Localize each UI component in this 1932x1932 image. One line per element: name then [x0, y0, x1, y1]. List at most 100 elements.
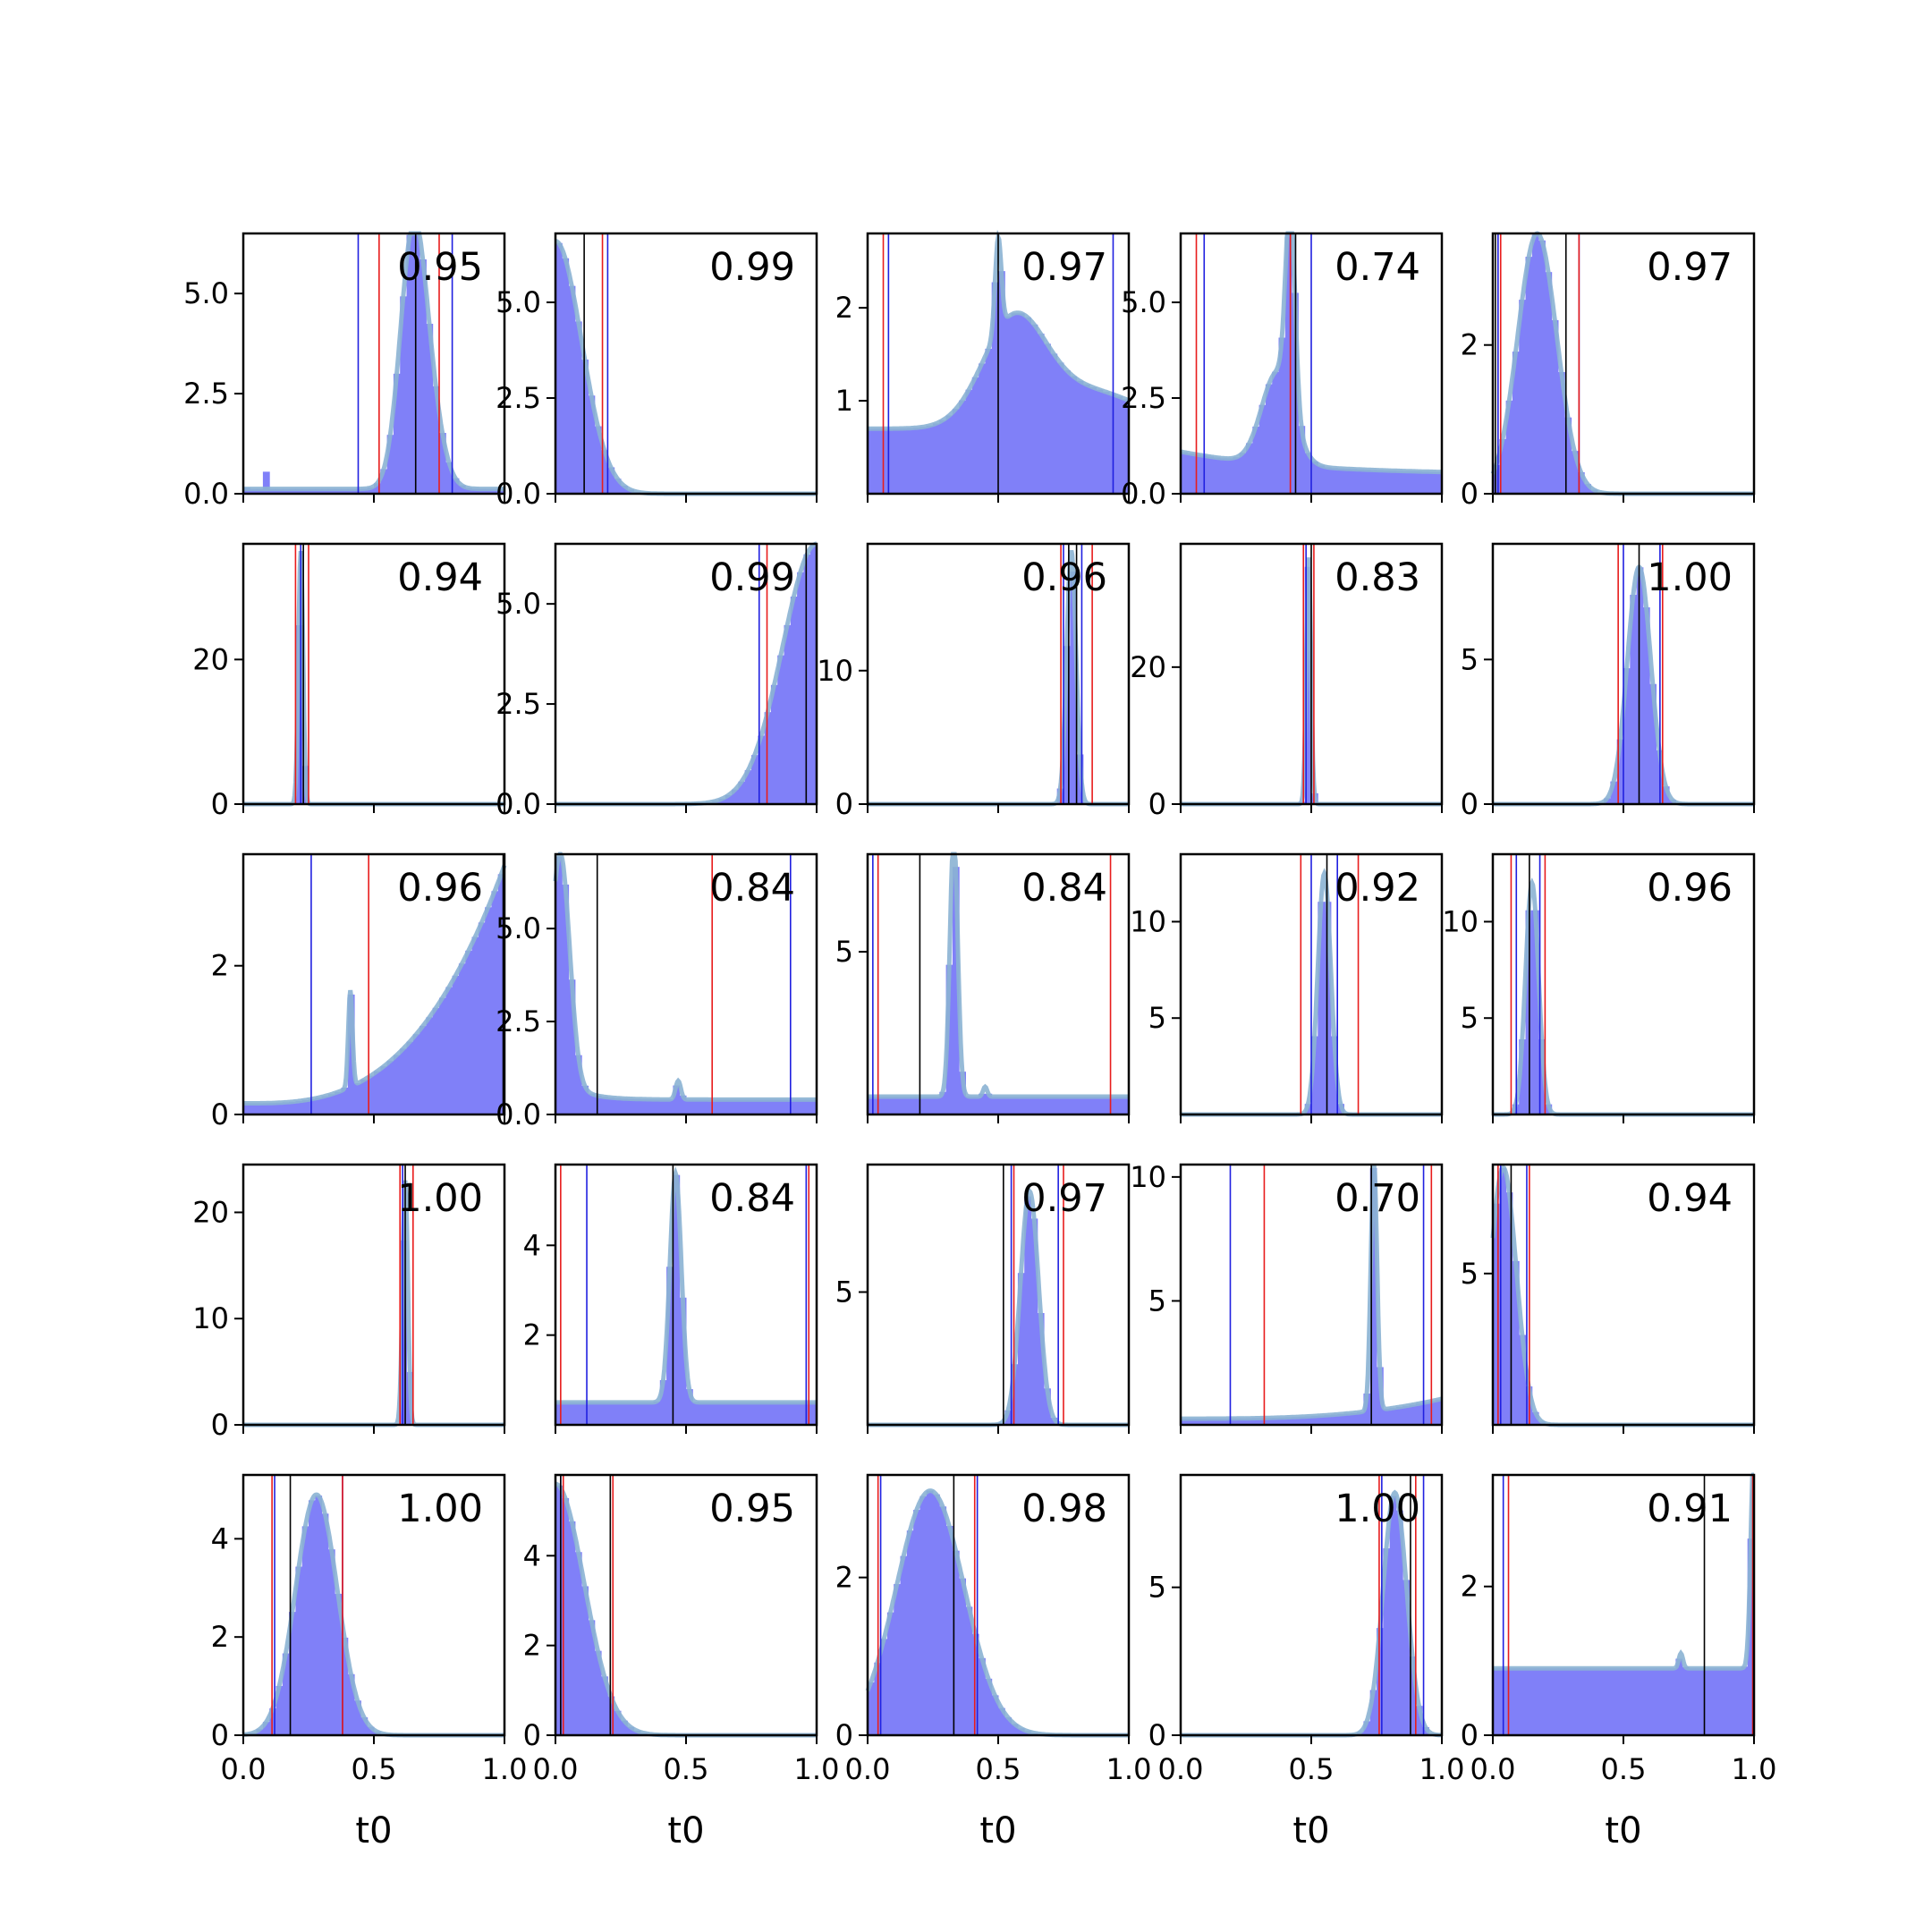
histogram-bar: [1519, 1335, 1526, 1425]
histogram-bar: [777, 1099, 784, 1114]
y-tick-label: 5: [1461, 1257, 1479, 1291]
histogram-bar: [1324, 902, 1332, 1114]
histogram-bar: [574, 1055, 582, 1114]
histogram-bar: [1701, 1668, 1709, 1735]
histogram-bar: [1324, 467, 1332, 494]
histogram-bar: [913, 1510, 920, 1735]
histogram-bar: [751, 1402, 758, 1425]
histogram-bar: [880, 428, 888, 494]
histogram-bar: [979, 1093, 986, 1114]
x-tick-label: 1.0: [482, 1752, 528, 1786]
histogram-bar: [1284, 1417, 1292, 1425]
histogram-bar: [1616, 1668, 1624, 1735]
histogram-bar: [1545, 1668, 1553, 1735]
y-tick-label: 5: [1148, 1001, 1166, 1035]
panel-annotation: 0.97: [1647, 245, 1733, 290]
histogram-bar: [913, 428, 920, 494]
histogram-bar: [1252, 426, 1260, 494]
histogram-bar: [1642, 607, 1650, 804]
histogram-bar: [1493, 464, 1500, 494]
histogram-bar: [412, 1034, 420, 1114]
histogram-bar: [289, 1612, 296, 1735]
histogram-bar: [809, 1402, 818, 1425]
panel-annotation: 0.96: [397, 866, 483, 911]
histogram-bar: [594, 1402, 602, 1425]
histogram-bar: [945, 415, 953, 494]
histogram-bar: [1395, 1510, 1403, 1735]
histogram-bar: [640, 1098, 648, 1114]
histogram-bar: [360, 488, 369, 494]
histogram-bar: [724, 1402, 733, 1425]
x-axis-label: t0: [979, 1810, 1016, 1852]
histogram-bar: [250, 1103, 258, 1114]
histogram-bar: [991, 282, 999, 494]
y-tick-label: 5: [1461, 1001, 1479, 1035]
histogram-bar: [1011, 313, 1019, 494]
histogram-bar: [724, 794, 733, 804]
histogram-bar: [1311, 1036, 1318, 1114]
y-tick-label: 0: [211, 1097, 229, 1131]
histogram-bar: [1089, 1096, 1097, 1114]
histogram-bar: [621, 485, 628, 494]
histogram-bar: [894, 428, 901, 494]
histogram-bar: [621, 1720, 628, 1735]
y-tick-label: 0: [835, 787, 853, 821]
histogram-bar: [1304, 453, 1312, 494]
histogram-bar: [1551, 1668, 1559, 1735]
histogram-bar: [1337, 1413, 1344, 1425]
histogram-bar: [275, 1102, 284, 1114]
histogram-bar: [555, 856, 563, 1114]
histogram-bar: [939, 1091, 947, 1114]
histogram-bar: [1377, 1628, 1384, 1735]
histogram-bar: [1395, 1407, 1403, 1425]
histogram-bar: [1063, 646, 1071, 804]
histogram-bar: [1304, 566, 1312, 804]
histogram-bar: [452, 478, 460, 494]
y-tick-label: 10: [1130, 904, 1166, 938]
histogram-bar: [445, 987, 453, 1114]
subplot-18: 50.97: [835, 1163, 1131, 1434]
subplot-21: 0 2 4 0.0 0.5 1.0 t0 1.00: [211, 1473, 528, 1852]
histogram-bar: [880, 1096, 888, 1114]
histogram-bar: [1017, 1096, 1025, 1114]
y-tick-label: 10: [1442, 904, 1479, 938]
histogram-bar: [1024, 317, 1031, 494]
subplot-19: 5 10 0.70: [1130, 1160, 1444, 1434]
histogram-bar: [262, 1103, 270, 1114]
histogram-bar: [886, 428, 894, 494]
histogram-bar: [1343, 1413, 1352, 1425]
histogram-bar: [614, 479, 622, 494]
histogram-bar: [367, 487, 375, 494]
histogram-bar: [952, 409, 960, 494]
histogram-bar: [341, 1087, 349, 1114]
histogram-bar: [1577, 1668, 1585, 1735]
histogram-bar: [458, 485, 466, 494]
histogram-bar: [588, 1402, 596, 1425]
histogram-bar: [627, 1726, 635, 1735]
histogram-bar: [478, 488, 486, 494]
x-tick-label: 0.0: [845, 1752, 891, 1786]
y-tick-label: 2: [1461, 1570, 1479, 1604]
histogram-bar: [1096, 1096, 1104, 1114]
histogram-bar: [699, 1099, 707, 1114]
histogram-bar: [653, 1401, 661, 1425]
histogram-bar: [1233, 1418, 1241, 1425]
histogram-bar: [718, 799, 726, 804]
histogram-bar: [555, 1402, 563, 1425]
y-tick-label: 0: [1148, 787, 1166, 821]
histogram-bar: [262, 1722, 270, 1735]
histogram-bar: [1050, 1096, 1058, 1114]
histogram-bar: [386, 1061, 394, 1114]
y-tick-label: 0.0: [496, 477, 541, 511]
histogram-bar: [1181, 452, 1188, 494]
histogram-bar: [301, 1526, 309, 1735]
histogram-bar: [354, 1700, 361, 1735]
histogram-bar: [926, 1096, 934, 1114]
histogram-bar: [588, 1620, 596, 1735]
histogram-bar: [732, 1099, 739, 1114]
histogram-bar: [1284, 233, 1292, 494]
histogram-bar: [1213, 457, 1221, 494]
subplot-25: 0 2 0.0 0.5 1.0 t0 0.91: [1461, 1472, 1776, 1852]
histogram-bar: [1584, 484, 1591, 494]
histogram-bar: [594, 1096, 602, 1114]
